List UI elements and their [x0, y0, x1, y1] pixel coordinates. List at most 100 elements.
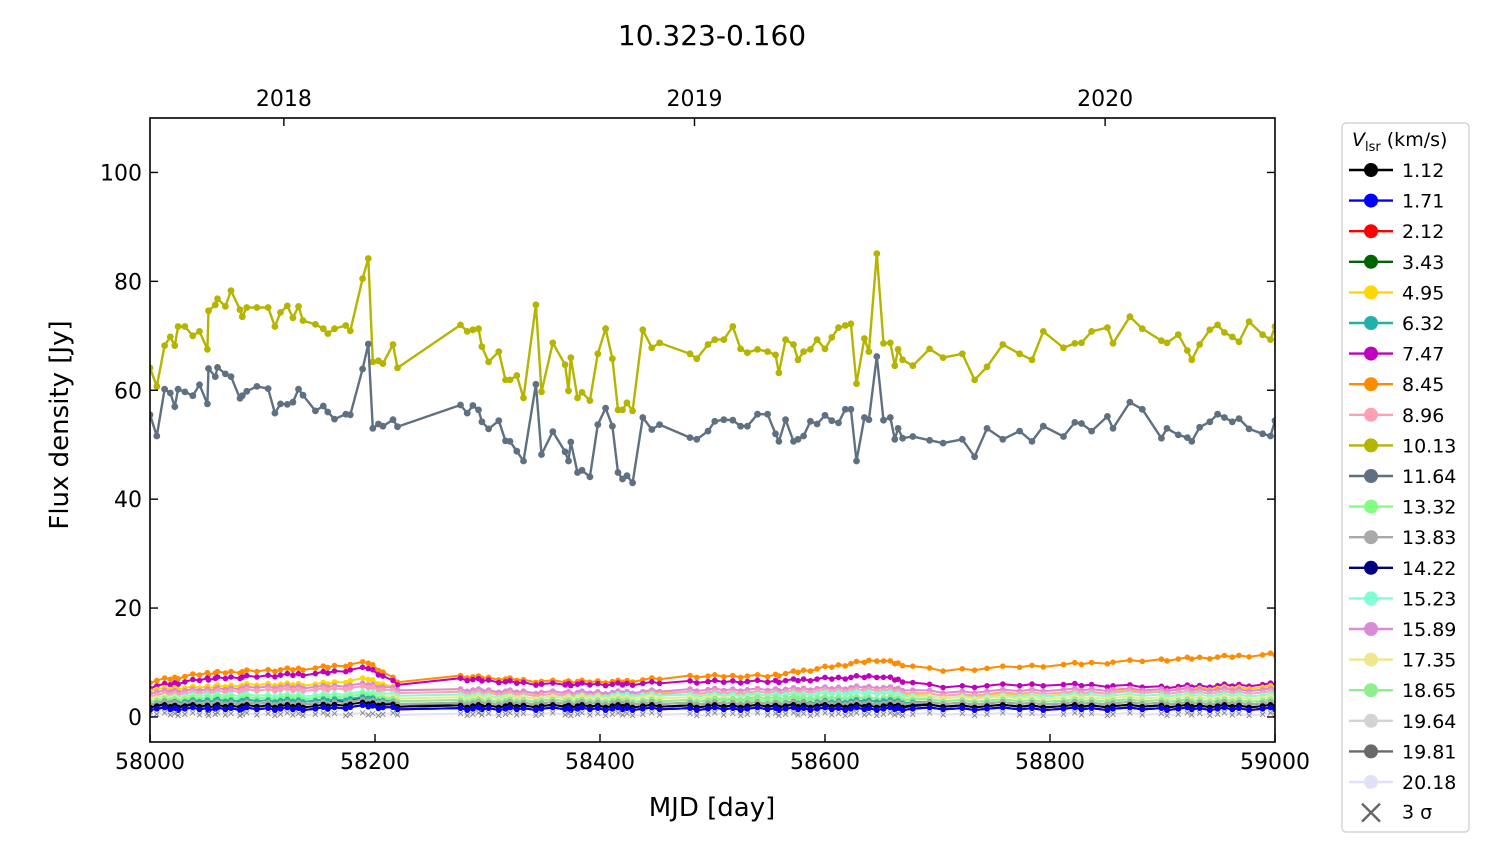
legend-item-15-89: 15.89	[1349, 619, 1456, 641]
data-point	[866, 689, 872, 695]
data-point	[295, 665, 302, 672]
data-point	[841, 405, 849, 413]
legend-label: 11.64	[1402, 466, 1456, 488]
data-point	[244, 667, 250, 673]
sigma-marker	[300, 712, 306, 719]
data-point	[895, 705, 901, 711]
sigma-marker	[782, 711, 789, 718]
data-point	[300, 707, 306, 713]
sigma-marker	[254, 712, 260, 718]
legend-label: 18.65	[1402, 680, 1456, 702]
data-point	[656, 680, 663, 687]
data-point	[764, 695, 771, 702]
data-point	[347, 704, 354, 710]
legend-marker	[1364, 499, 1378, 514]
data-point	[984, 683, 990, 689]
data-point	[359, 683, 366, 689]
data-point	[390, 704, 396, 710]
sigma-marker	[475, 710, 482, 716]
sigma-marker	[579, 710, 585, 716]
data-point	[1245, 318, 1253, 325]
data-point	[364, 255, 372, 262]
sigma-marker	[861, 712, 868, 718]
data-point	[312, 686, 319, 693]
data-point	[365, 676, 372, 683]
sigma-marker	[161, 710, 168, 716]
data-point	[520, 679, 527, 686]
data-point	[648, 426, 656, 433]
data-point	[730, 695, 736, 702]
data-point	[711, 417, 719, 425]
data-point	[565, 457, 572, 465]
legend-marker	[1364, 377, 1378, 392]
x-tick-label: 58800	[1015, 750, 1085, 775]
data-point	[615, 680, 621, 686]
data-point	[379, 360, 387, 367]
data-point	[895, 676, 901, 683]
data-point	[222, 675, 229, 682]
data-point	[238, 313, 246, 321]
data-point	[772, 351, 779, 359]
data-point	[1188, 356, 1196, 364]
data-point	[790, 693, 797, 700]
data-point	[764, 410, 771, 418]
y-axis-label: Flux density [Jy]	[45, 320, 75, 529]
data-point	[999, 435, 1007, 443]
data-point	[629, 707, 636, 713]
sigma-marker	[1188, 712, 1195, 718]
data-point	[394, 364, 401, 372]
data-point	[389, 341, 397, 348]
data-point	[463, 328, 471, 335]
data-point	[865, 416, 873, 424]
sigma-marker	[842, 712, 849, 719]
data-point	[705, 673, 711, 679]
data-point	[538, 706, 545, 712]
data-point	[853, 673, 860, 679]
data-point	[835, 690, 842, 696]
data-point	[171, 403, 179, 410]
data-point	[624, 680, 630, 687]
sigma-marker	[182, 711, 188, 718]
data-point	[1164, 707, 1170, 713]
data-point	[1267, 336, 1274, 343]
data-point	[1259, 706, 1266, 712]
data-point	[910, 663, 916, 669]
data-point	[254, 674, 260, 680]
year-label: 2018	[256, 87, 312, 112]
data-point	[737, 680, 744, 686]
data-point	[873, 250, 881, 257]
data-point	[1028, 438, 1036, 445]
data-point	[909, 362, 917, 370]
legend-item-2-12: 2.12	[1349, 221, 1444, 243]
sigma-marker	[1078, 712, 1085, 718]
legend-item-6-32: 6.32	[1349, 313, 1444, 335]
data-point	[841, 322, 849, 329]
data-point	[289, 398, 297, 406]
data-point	[782, 706, 789, 712]
data-point	[822, 663, 828, 670]
sigma-marker	[729, 710, 736, 717]
data-point	[244, 704, 250, 711]
data-point	[807, 417, 814, 425]
data-point	[782, 695, 789, 701]
data-point	[958, 435, 966, 443]
data-point	[265, 666, 271, 673]
data-point	[1060, 681, 1067, 688]
data-point	[153, 383, 161, 390]
sigma-marker	[940, 712, 946, 718]
legend-item-3sigma: 3 σ	[1361, 802, 1432, 824]
sigma-marker	[639, 711, 646, 718]
data-point	[971, 707, 978, 713]
sigma-marker	[479, 712, 485, 718]
sigma-marker	[828, 712, 835, 718]
data-point	[835, 662, 842, 668]
data-point	[1271, 323, 1275, 330]
y-tick-label: 0	[128, 706, 142, 731]
data-point	[394, 682, 401, 688]
data-point	[772, 430, 779, 438]
legend-marker	[1364, 560, 1378, 575]
data-point	[514, 680, 520, 686]
data-point	[1188, 438, 1196, 445]
sigma-marker	[880, 711, 887, 718]
data-point	[835, 324, 842, 331]
